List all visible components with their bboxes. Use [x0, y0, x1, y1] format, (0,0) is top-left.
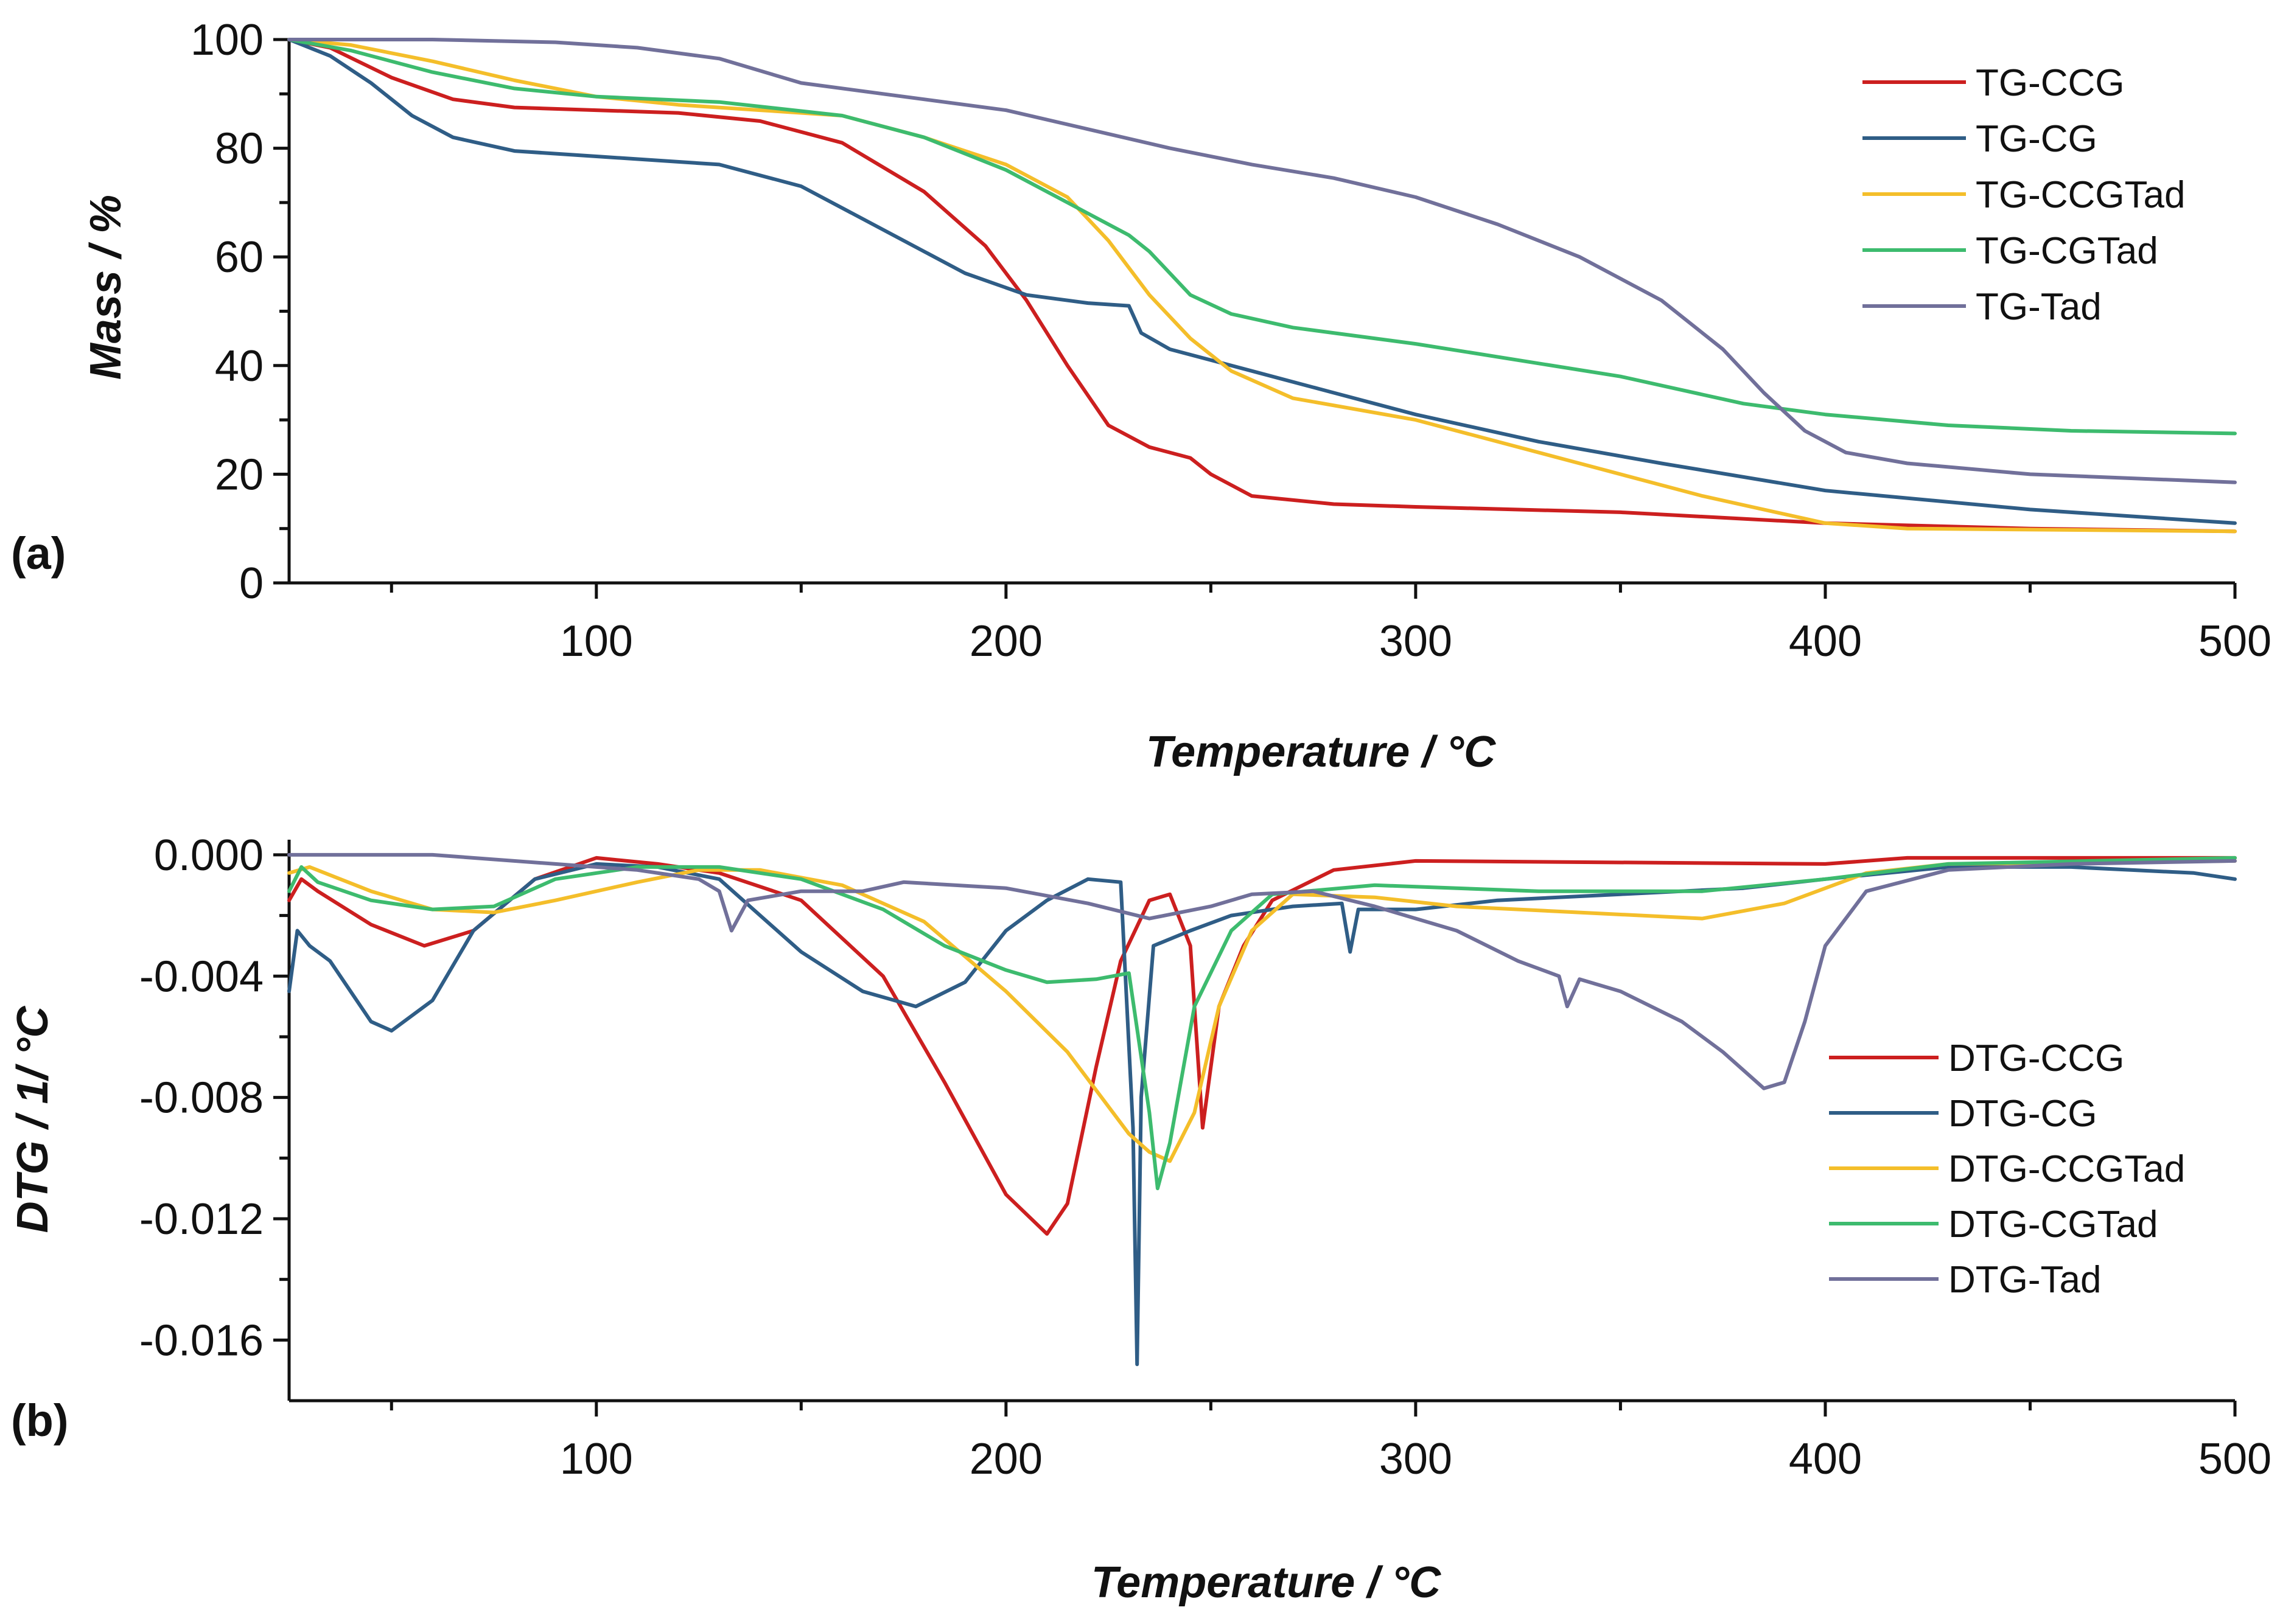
- panel-a-x-axis-title: Temperature / °C: [1146, 728, 1496, 776]
- panel-a-y-axis-title: Mass / %: [82, 195, 130, 380]
- series-line-dtg-cg: [287, 862, 2237, 1367]
- legend-label: DTG-CCG: [1948, 1037, 2124, 1079]
- legend-label: DTG-CGTad: [1948, 1204, 2158, 1246]
- y-tick-label: -0.004: [139, 952, 264, 1001]
- panel-b-dtg-chart: 100 200 300 400 500 0.000 -0.004 -0.008 -0.012 -0…: [9, 831, 2271, 1607]
- series-line-dtg-ccg: [287, 856, 2237, 1236]
- legend-item-tg-tad: TG-Tad: [1862, 286, 2102, 328]
- legend-item-tg-ccg: TG-CCG: [1862, 62, 2125, 104]
- series-line-tg-cg: [287, 38, 2237, 525]
- series-line-dtg-tad: [287, 852, 2237, 1090]
- x-tick-label: 100: [560, 1435, 633, 1483]
- legend-item-tg-cg: TG-CG: [1862, 118, 2097, 160]
- panel-b-label: (b): [11, 1395, 69, 1446]
- legend-item-dtg-cg: DTG-CG: [1829, 1093, 2097, 1135]
- panel-b-x-axis-title: Temperature / °C: [1091, 1558, 1441, 1607]
- legend-item-dtg-ccg: DTG-CCG: [1829, 1037, 2124, 1079]
- x-tick-label: 300: [1379, 617, 1452, 666]
- y-tick-label: 20: [215, 450, 264, 499]
- series-line-tg-cgtad: [287, 38, 2237, 436]
- legend-label: DTG-Tad: [1948, 1259, 2101, 1301]
- legend-item-dtg-cgtad: DTG-CGTad: [1829, 1204, 2158, 1246]
- legend-label: TG-CGTad: [1976, 230, 2158, 272]
- series-line-dtg-cgtad: [287, 856, 2237, 1191]
- x-tick-label: 400: [1789, 617, 1862, 666]
- y-tick-label: 100: [191, 16, 264, 64]
- panel-b-legend: DTG-CCG DTG-CG DTG-CCGTad DTG-CGTad DTG-Tad: [1829, 1037, 2185, 1301]
- legend-label: TG-CCG: [1976, 62, 2125, 104]
- panel-b-y-axis-title: DTG / 1/ °C: [9, 1006, 57, 1233]
- series-line-dtg-ccgtad: [287, 859, 2237, 1163]
- legend-item-tg-cgtad: TG-CGTad: [1862, 230, 2158, 272]
- panel-a-axes: 100 200 300 400 500 0 20 40 60 80 100: [191, 16, 2271, 666]
- legend-label: TG-CG: [1976, 118, 2097, 160]
- series-line-tg-ccgtad: [287, 38, 2237, 534]
- x-tick-label: 100: [560, 617, 633, 666]
- legend-item-dtg-ccgtad: DTG-CCGTad: [1829, 1148, 2185, 1190]
- legend-label: DTG-CCGTad: [1948, 1148, 2185, 1190]
- panel-a-label: (a): [11, 528, 66, 579]
- series-line-tg-ccg: [287, 38, 2237, 534]
- y-tick-label: 60: [215, 233, 264, 282]
- x-tick-label: 500: [2198, 1435, 2271, 1483]
- x-tick-label: 500: [2198, 617, 2271, 666]
- y-tick-label: 80: [215, 125, 264, 173]
- x-tick-label: 200: [970, 1435, 1043, 1483]
- y-tick-label: 0: [239, 559, 264, 608]
- y-tick-label: -0.012: [139, 1195, 264, 1244]
- series-line-tg-tad: [287, 38, 2237, 484]
- y-tick-label: -0.008: [139, 1074, 264, 1123]
- legend-item-tg-ccgtad: TG-CCGTad: [1862, 174, 2185, 216]
- y-tick-label: 0.000: [154, 831, 264, 880]
- panel-a-legend: TG-CCG TG-CG TG-CCGTad TG-CGTad TG-Tad: [1862, 62, 2185, 328]
- panel-b-axes: 100 200 300 400 500 0.000 -0.004 -0.008 -0.012 -0…: [139, 831, 2271, 1483]
- x-tick-label: 300: [1379, 1435, 1452, 1483]
- x-tick-label: 400: [1789, 1435, 1862, 1483]
- y-tick-label: -0.016: [139, 1316, 264, 1365]
- y-tick-label: 40: [215, 342, 264, 391]
- legend-label: TG-Tad: [1976, 286, 2102, 328]
- x-tick-label: 200: [970, 617, 1043, 666]
- legend-label: DTG-CG: [1948, 1093, 2097, 1135]
- panel-b-series: [287, 852, 2237, 1367]
- legend-item-dtg-tad: DTG-Tad: [1829, 1259, 2101, 1301]
- panel-a-series: [287, 38, 2237, 534]
- legend-label: TG-CCGTad: [1976, 174, 2185, 216]
